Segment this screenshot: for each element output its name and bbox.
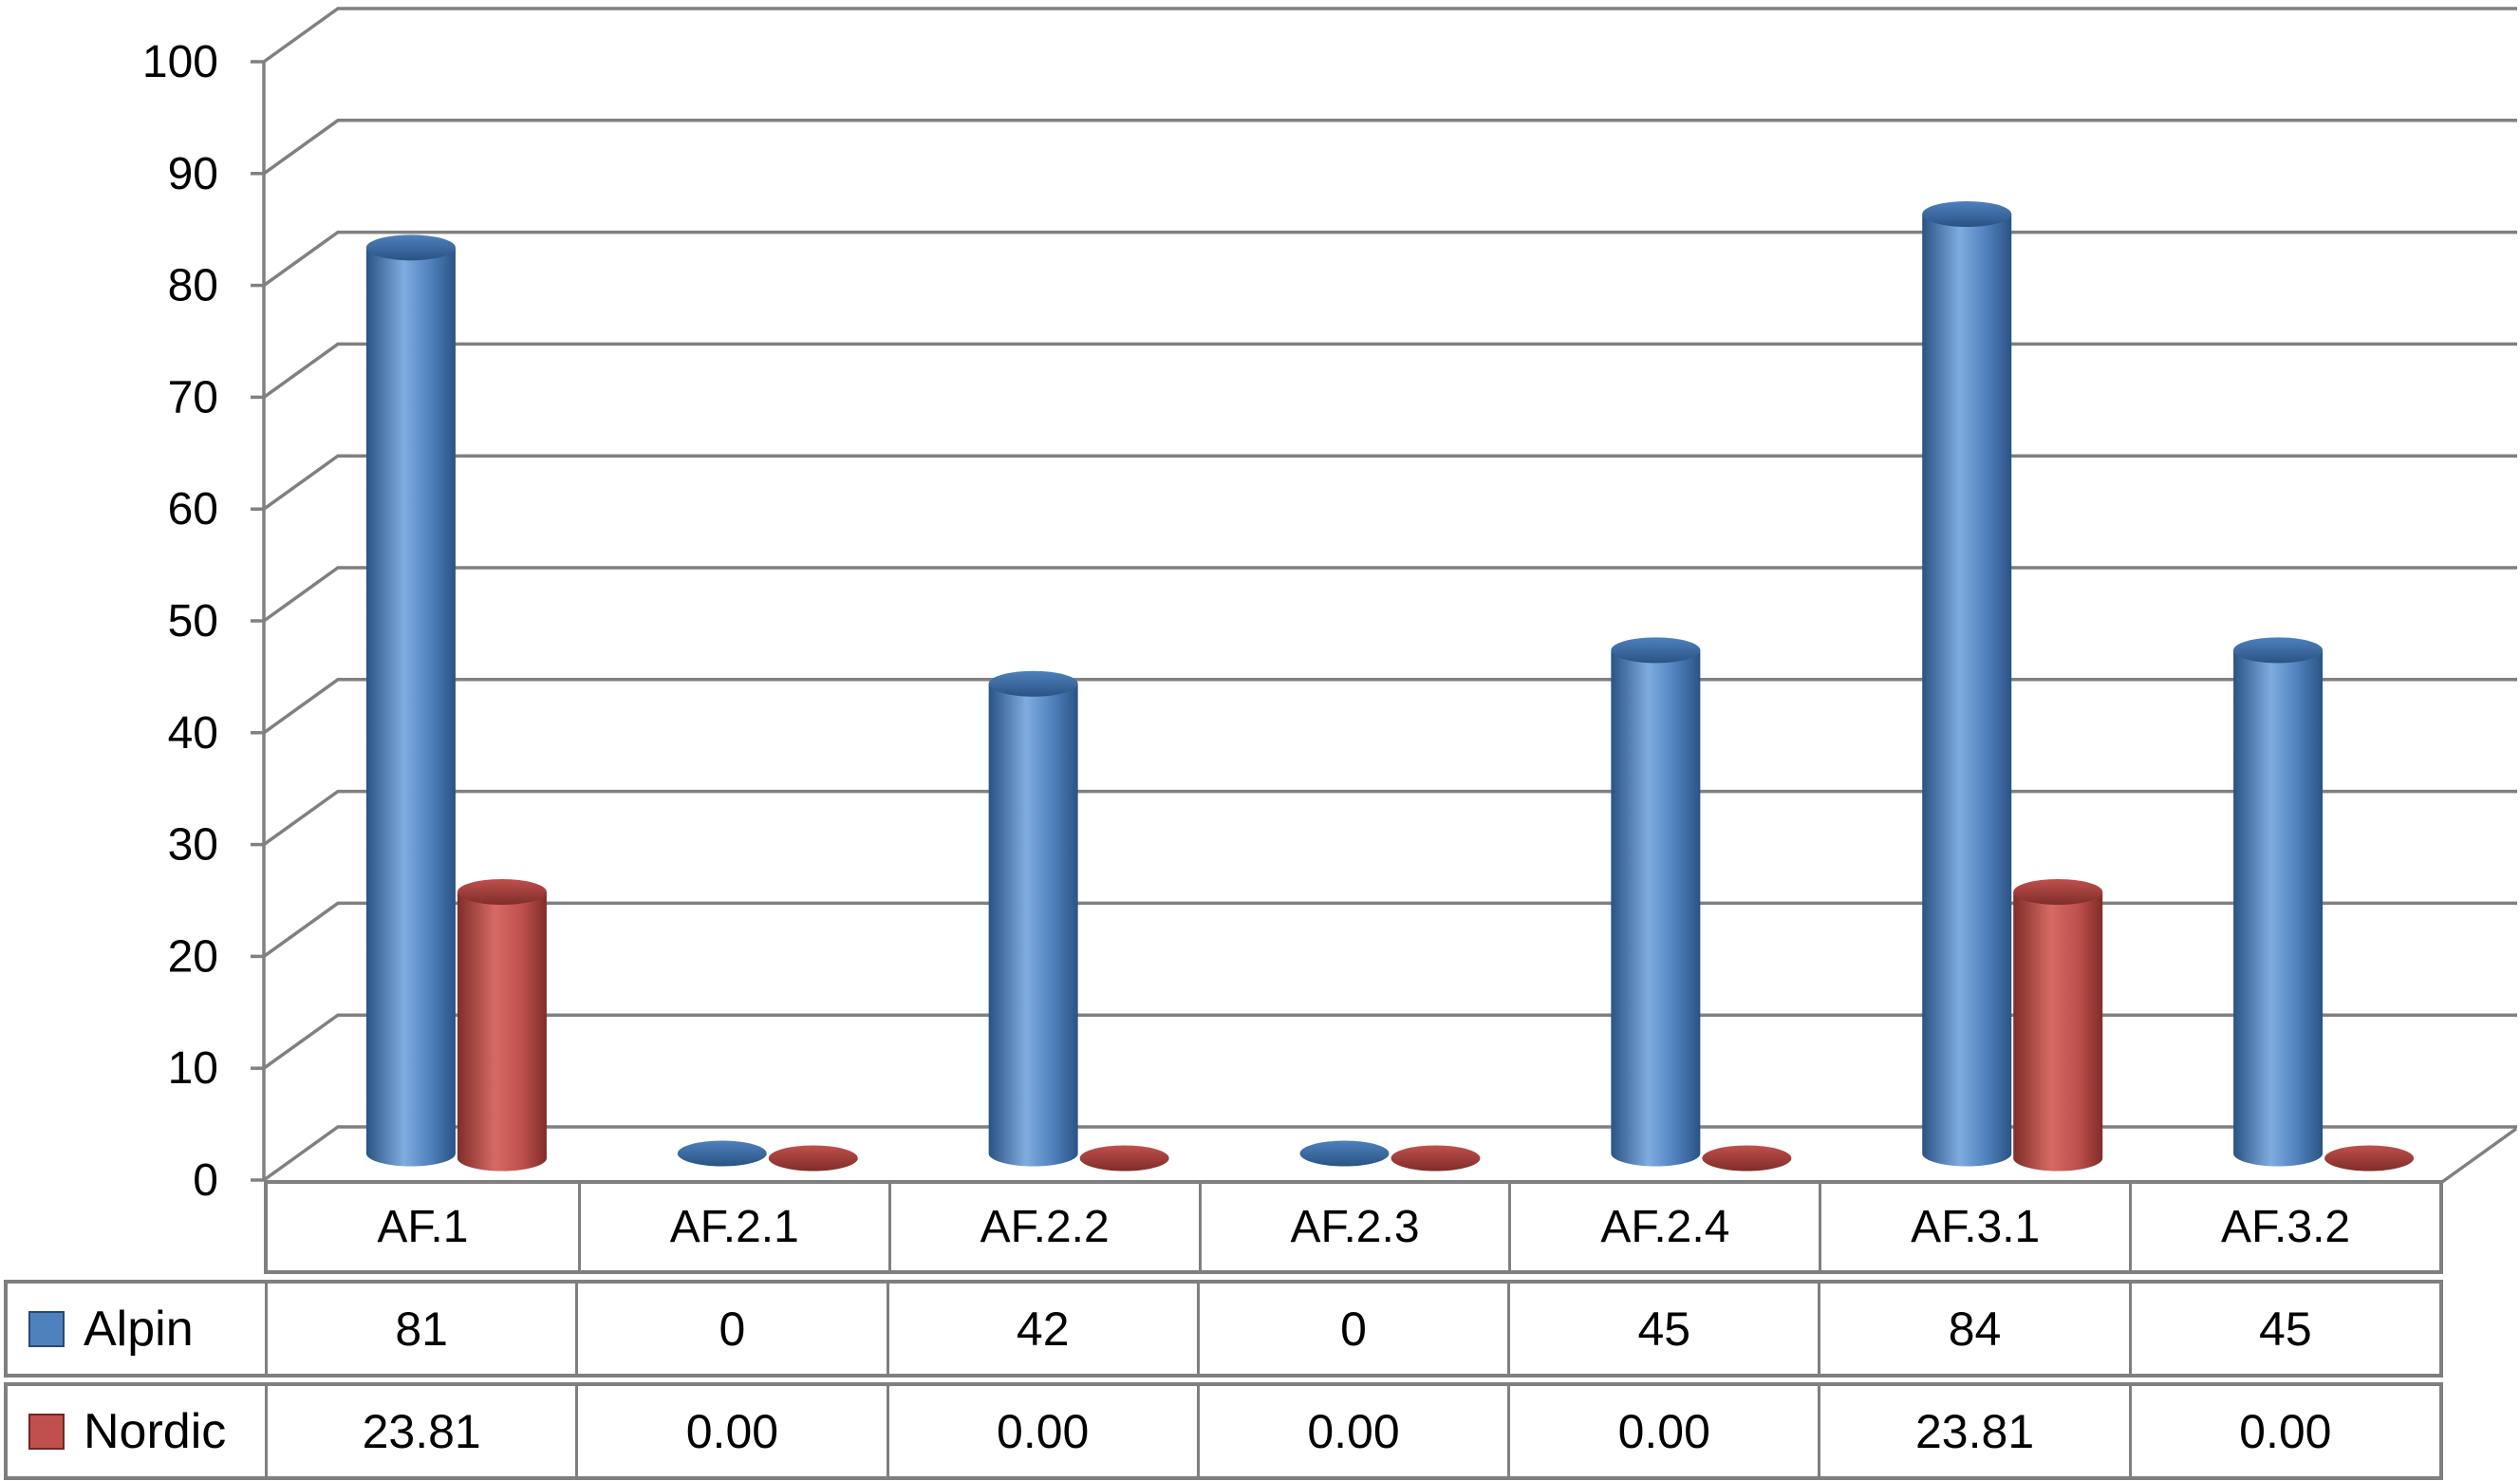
bar-nordic-af-3-1	[2013, 879, 2103, 1172]
gridline-10	[262, 1013, 2517, 1070]
gridline-80	[262, 230, 2517, 288]
nordic-value-af-1: 23.81	[265, 1386, 575, 1476]
gridline-70	[262, 342, 2517, 399]
alpin-value-af-1: 81	[265, 1284, 575, 1374]
bar-nordic-af-2-1	[768, 1145, 858, 1172]
bar-nordic-af-1	[457, 879, 547, 1172]
bar-alpin-af-2-3	[1299, 1140, 1390, 1167]
bar-alpin-af-3-2	[2233, 637, 2324, 1167]
alpin-value-af-2-2: 42	[886, 1284, 1197, 1374]
category-label-af-1: AF.1	[377, 1202, 469, 1252]
alpin-value-af-2-4: 45	[1507, 1284, 1818, 1374]
category-label-af-2-4: AF.2.4	[1508, 1184, 1819, 1270]
alpin-value-af-2-1: 0	[575, 1284, 886, 1374]
nordic-value-af-2-2: 0.00	[886, 1386, 1197, 1476]
category-label-af-3-1: AF.3.1	[1819, 1184, 2129, 1270]
gridline-40	[262, 678, 2517, 735]
y-tick-label-90: 90	[168, 149, 218, 199]
series-name-nordic: Nordic	[84, 1403, 227, 1459]
gridline-0	[262, 1125, 2517, 1182]
bar-alpin-af-3-1	[1922, 200, 2012, 1167]
category-label-af-2-3: AF.2.3	[1198, 1184, 1509, 1270]
y-tick-label-50: 50	[168, 596, 218, 647]
nordic-value-af-3-2: 0.00	[2128, 1386, 2439, 1476]
y-tick-label-20: 20	[168, 931, 218, 982]
gridline-50	[262, 566, 2517, 623]
series-name-alpin: Alpin	[84, 1301, 194, 1357]
y-tick-label-0: 0	[193, 1155, 218, 1206]
bar-nordic-af-3-2	[2324, 1145, 2415, 1172]
bar-alpin-af-2-2	[988, 670, 1078, 1167]
y-tick-label-10: 10	[168, 1043, 218, 1094]
bar-alpin-af-2-4	[1611, 637, 1701, 1167]
alpin-value-af-3-2: 45	[2128, 1284, 2439, 1374]
bar-alpin-af-1	[365, 234, 456, 1167]
y-tick-label-60: 60	[168, 484, 218, 534]
gridline-20	[262, 901, 2517, 958]
legend-cell-alpin: Alpin	[8, 1284, 265, 1374]
y-tick-label-70: 70	[168, 372, 218, 422]
floor-right-edge	[2440, 1127, 2518, 1184]
bar-nordic-af-2-2	[1079, 1145, 1169, 1172]
nordic-series-swatch-icon	[28, 1413, 65, 1450]
y-tick-label-80: 80	[168, 261, 218, 311]
legend-cell-nordic: Nordic	[8, 1386, 265, 1476]
nordic-value-af-2-3: 0.00	[1196, 1386, 1507, 1476]
nordic-value-af-2-4: 0.00	[1507, 1386, 1818, 1476]
category-header-row: AF.1 AF.2.1 AF.2.2 AF.2.3 AF.2.4 AF.3.1 …	[264, 1180, 2443, 1274]
alpin-value-af-3-1: 84	[1818, 1284, 2128, 1374]
y-tick-label-30: 30	[168, 820, 218, 871]
table-row-nordic: Nordic 23.81 0.00 0.00 0.00 0.00 23.81 0…	[4, 1382, 2443, 1480]
gridline-90	[262, 119, 2517, 176]
gridline-60	[262, 454, 2517, 511]
y-tick-label-100: 100	[142, 37, 218, 87]
nordic-value-af-2-1: 0.00	[575, 1386, 886, 1476]
gridlines-and-walls: 0 10 20 30 40 50 60 70 80 90 100	[142, 7, 2518, 1206]
category-label-af-2-2: AF.2.2	[887, 1184, 1199, 1270]
bars	[365, 200, 2415, 1172]
nordic-value-af-3-1: 23.81	[1818, 1386, 2128, 1476]
bar-nordic-af-2-4	[1702, 1145, 1792, 1172]
gridline-30	[262, 789, 2517, 847]
category-label-af-3-2: AF.3.2	[2129, 1184, 2439, 1270]
alpin-series-swatch-icon	[28, 1310, 65, 1347]
bar-nordic-af-2-3	[1391, 1145, 1481, 1172]
category-label-af-2-1: AF.2.1	[577, 1184, 888, 1270]
alpin-value-af-2-3: 0	[1196, 1284, 1507, 1374]
gridline-100	[262, 7, 2517, 64]
y-tick-label-40: 40	[168, 708, 218, 759]
table-row-alpin: Alpin 81 0 42 0 45 84 45	[4, 1280, 2443, 1378]
bar-alpin-af-2-1	[677, 1140, 767, 1167]
